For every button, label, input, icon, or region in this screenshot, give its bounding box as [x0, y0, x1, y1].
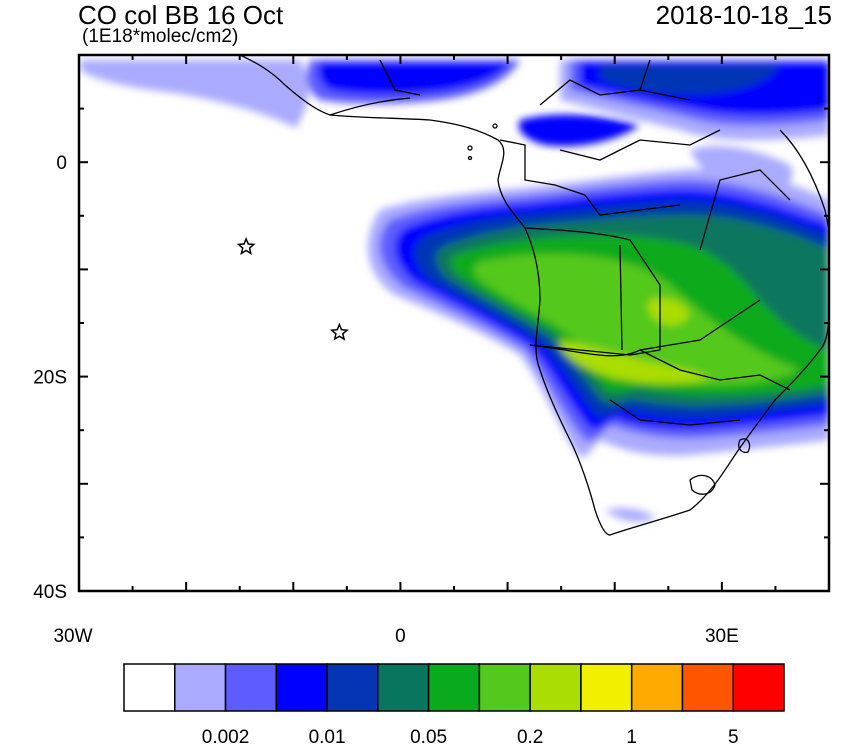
x-tick-label: 30E	[705, 626, 739, 647]
colorbar-swatch	[580, 663, 633, 712]
y-axis-labels: 0 20S 40S	[33, 153, 67, 603]
colorbar	[123, 663, 785, 712]
coastlines	[239, 55, 829, 536]
colorbar-swatch	[326, 663, 379, 712]
country-border	[524, 227, 661, 356]
colorbar-swatch	[427, 663, 481, 712]
country-border	[619, 244, 623, 351]
colorbar-swatch	[681, 663, 734, 712]
colorbar-labels: 0.002 0.01 0.05 0.2 1 5	[202, 727, 739, 747]
country-border	[559, 129, 721, 161]
station-markers	[236, 236, 349, 341]
colorbar-label: 0.002	[202, 727, 250, 747]
country-border	[499, 139, 586, 196]
colorbar-swatch	[224, 663, 278, 712]
island	[467, 145, 473, 151]
country-border	[639, 349, 791, 391]
co-field	[80, 60, 829, 522]
x-axis-labels: 30W 0 30E	[53, 626, 738, 647]
colorbar-label: 0.2	[517, 727, 543, 747]
station-star	[329, 322, 349, 341]
map-title: CO col BB 16 Oct	[78, 0, 284, 30]
units-label: (1E18*molec/cm2)	[82, 26, 239, 47]
colorbar-label: 1	[626, 727, 637, 747]
y-tick-label: 0	[56, 153, 67, 174]
co-field-level-7	[474, 253, 800, 386]
country-border	[609, 399, 741, 426]
colorbar-label: 5	[728, 727, 739, 747]
station-star	[236, 236, 256, 255]
country-border	[699, 169, 791, 251]
colorbar-swatch	[174, 663, 227, 712]
colorbar-swatch	[529, 663, 582, 712]
x-tick-label: 0	[395, 626, 406, 647]
co-field-level-8	[559, 298, 710, 384]
country-border	[584, 194, 681, 216]
island	[492, 123, 498, 129]
country-border	[689, 474, 716, 495]
colorbar-label: 0.01	[309, 727, 346, 747]
colorbar-swatch	[630, 663, 684, 712]
valid-time-label: 2018-10-18_15	[655, 0, 832, 30]
colorbar-swatch	[377, 663, 430, 712]
y-tick-label: 40S	[33, 582, 67, 603]
coastline-west-africa	[239, 55, 829, 536]
colorbar-swatch	[123, 663, 176, 712]
colorbar-swatch	[275, 663, 328, 712]
country-border	[738, 438, 751, 454]
country-border	[379, 59, 421, 96]
colorbar-swatch	[478, 663, 531, 712]
island	[467, 155, 473, 161]
country-border	[539, 79, 691, 106]
country-border	[529, 299, 761, 357]
coastline-east-africa	[779, 129, 829, 231]
y-tick-label: 20S	[33, 368, 67, 389]
axis-ticks	[78, 54, 830, 592]
coastline-gulf-guinea	[329, 97, 411, 116]
colorbar-swatch	[732, 663, 785, 712]
country-border	[639, 59, 651, 91]
x-tick-label: 30W	[53, 626, 92, 647]
colorbar-label: 0.05	[410, 727, 447, 747]
